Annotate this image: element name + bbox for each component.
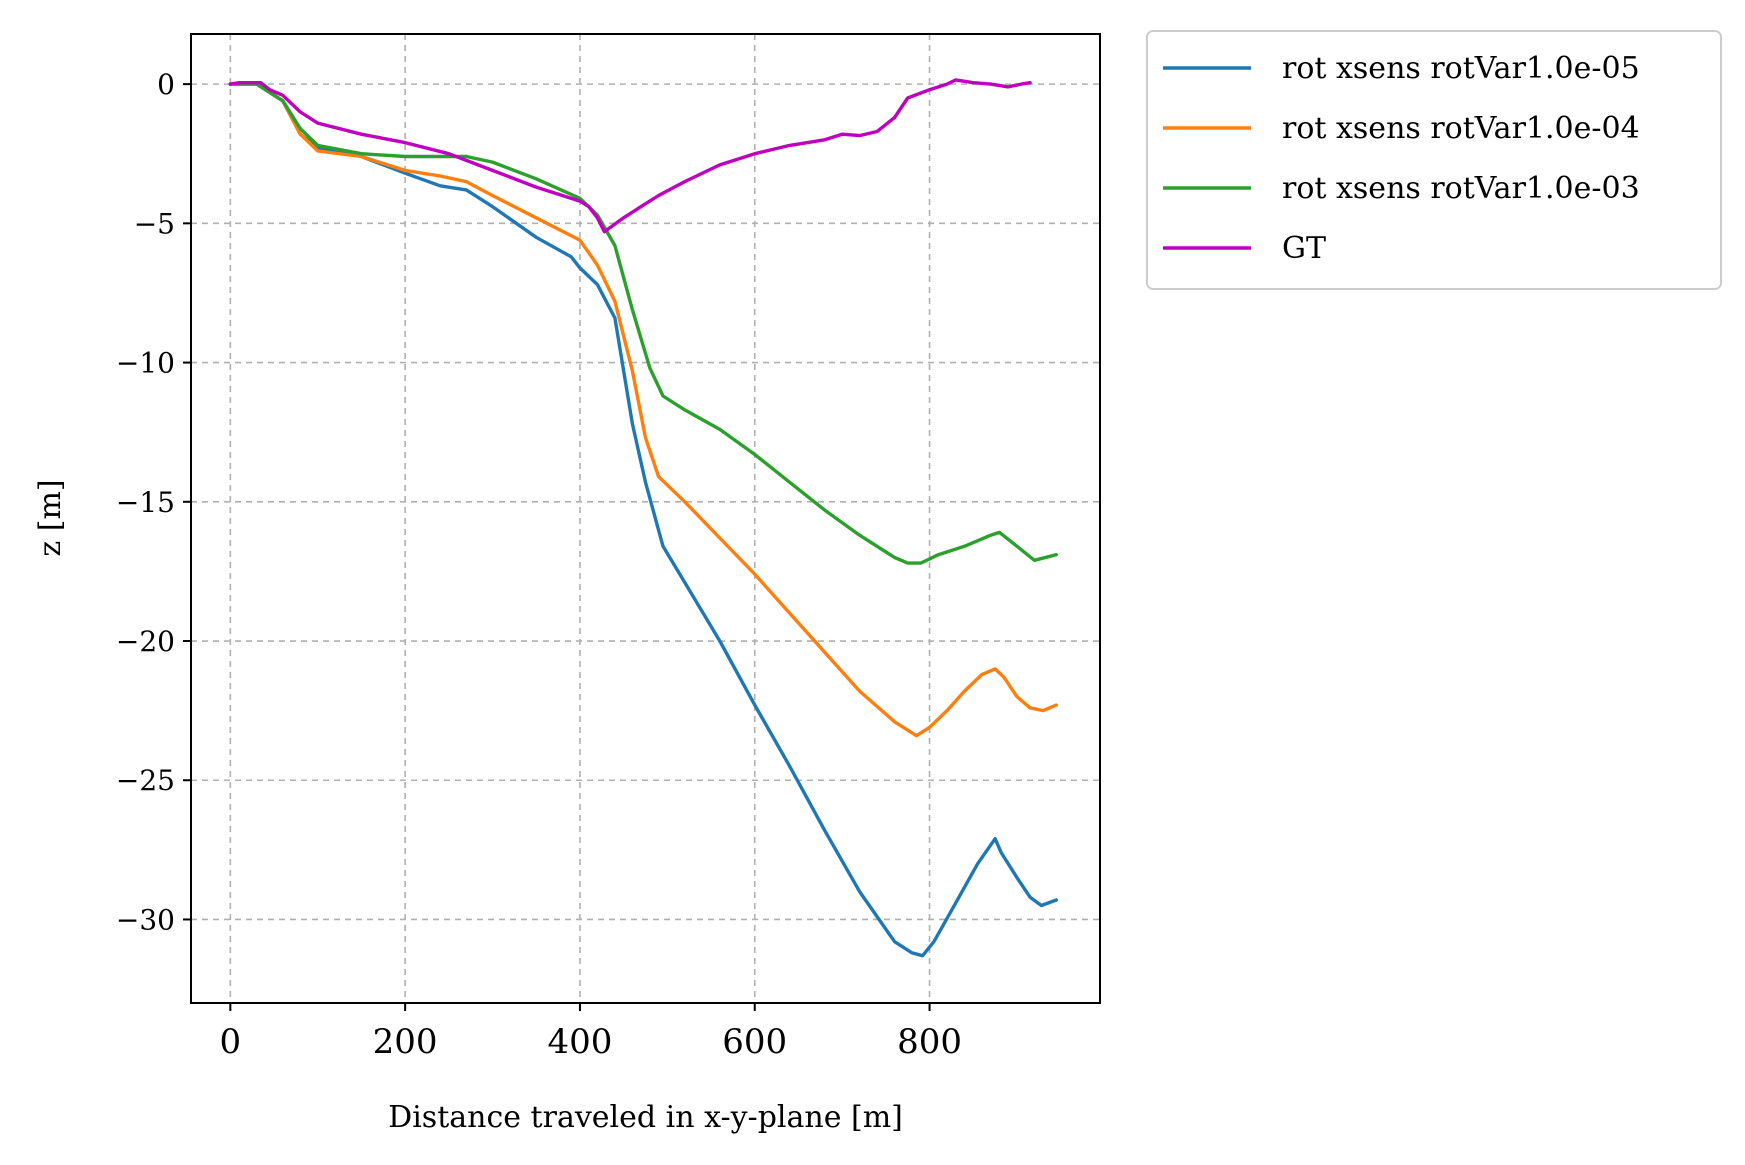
legend-label-1: rot xsens rotVar1.0e-05: [1282, 51, 1640, 86]
series-line-3: [228, 82, 1058, 565]
x-tick-label: 200: [373, 1022, 438, 1062]
x-tick-label: 600: [722, 1022, 787, 1062]
x-tick-label: 800: [897, 1022, 962, 1062]
legend-label-4: GT: [1282, 231, 1326, 266]
series-lines: [228, 78, 1058, 958]
y-tick-label: −20: [116, 625, 175, 658]
x-axis-ticks: 0 200 400 600 800: [220, 1003, 962, 1062]
y-axis-ticks: 0 −5 −10 −15 −20 −25 −30: [116, 68, 191, 936]
x-tick-label: 0: [220, 1022, 242, 1062]
y-tick-label: −5: [134, 207, 175, 240]
plot-frame: [190, 33, 1101, 1004]
y-tick-label: −25: [116, 764, 175, 797]
y-axis-label: z [m]: [33, 479, 68, 556]
legend-box: [1146, 30, 1722, 290]
series-line-2: [228, 82, 1058, 738]
x-axis-label: Distance traveled in x-y-plane [m]: [388, 1100, 903, 1135]
x-tick-label: 400: [547, 1022, 612, 1062]
series-line-1: [228, 82, 1058, 958]
y-tick-label: 0: [157, 68, 175, 101]
y-tick-label: −30: [116, 903, 175, 936]
legend-label-2: rot xsens rotVar1.0e-04: [1282, 111, 1640, 146]
y-tick-label: −15: [116, 486, 175, 519]
legend: rot xsens rotVar1.0e-05 rot xsens rotVar1…: [1146, 30, 1722, 290]
grid-lines: [191, 34, 1100, 1003]
series-line-4: [228, 78, 1032, 234]
y-tick-label: −10: [116, 347, 175, 380]
legend-label-3: rot xsens rotVar1.0e-03: [1282, 171, 1640, 206]
